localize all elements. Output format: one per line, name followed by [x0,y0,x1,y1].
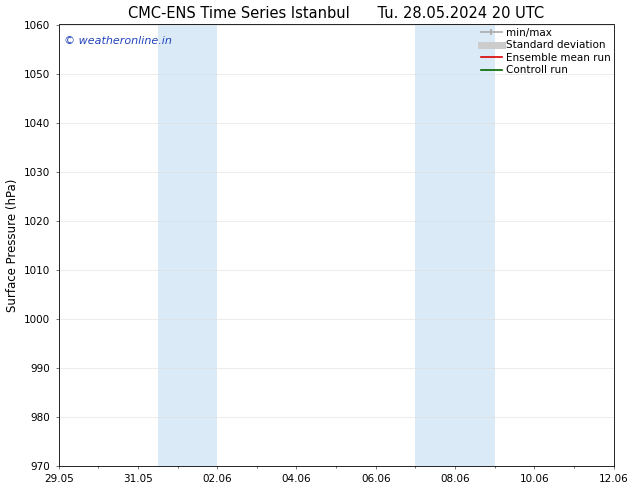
Y-axis label: Surface Pressure (hPa): Surface Pressure (hPa) [6,179,18,312]
Bar [415,24,495,466]
Bar [158,24,217,466]
Legend: min/max, Standard deviation, Ensemble mean run, Controll run: min/max, Standard deviation, Ensemble me… [479,25,612,77]
Title: CMC-ENS Time Series Istanbul      Tu. 28.05.2024 20 UTC: CMC-ENS Time Series Istanbul Tu. 28.05.2… [128,5,544,21]
Text: © weatheronline.in: © weatheronline.in [64,36,172,46]
